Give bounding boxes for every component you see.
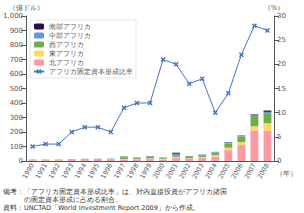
svg-text:800: 800 — [10, 41, 23, 49]
svg-text:600: 600 — [10, 70, 23, 78]
svg-text:2001: 2001 — [164, 162, 179, 180]
svg-text:1992: 1992 — [47, 162, 62, 180]
svg-text:2008: 2008 — [256, 162, 271, 180]
svg-text:700: 700 — [10, 56, 23, 64]
svg-text:1995: 1995 — [86, 162, 101, 180]
svg-text:1,000: 1,000 — [3, 12, 23, 20]
svg-text:（%）: （%） — [264, 4, 285, 12]
svg-text:1997: 1997 — [112, 162, 127, 180]
svg-text:備考：「アフリカ固定資本形成比率」は、対内直接投資がアフリカ: 備考：「アフリカ固定資本形成比率」は、対内直接投資がアフリカ諸国 — [3, 188, 227, 196]
svg-text:1999: 1999 — [138, 162, 153, 180]
svg-text:資料：UNCTAD「World Investment Rep: 資料：UNCTAD「World Investment Report 2009」か… — [3, 204, 200, 212]
svg-text:2003: 2003 — [190, 162, 205, 180]
svg-text:1991: 1991 — [34, 162, 49, 180]
svg-text:25: 25 — [277, 36, 286, 44]
svg-text:中部アフリカ: 中部アフリカ — [49, 32, 91, 40]
svg-text:2004: 2004 — [204, 162, 219, 180]
svg-text:2002: 2002 — [177, 162, 192, 180]
svg-text:30: 30 — [277, 12, 286, 20]
svg-text:200: 200 — [10, 128, 23, 136]
svg-text:南部アフリカ: 南部アフリカ — [49, 23, 91, 31]
svg-text:0: 0 — [19, 157, 23, 165]
svg-text:北アフリカ: 北アフリカ — [49, 59, 84, 67]
svg-text:の固定資本形成に占める割合。: の固定資本形成に占める割合。 — [3, 196, 122, 204]
svg-text:20: 20 — [277, 60, 286, 68]
svg-text:1994: 1994 — [73, 162, 88, 180]
svg-text:2005: 2005 — [217, 162, 232, 180]
svg-text:2006: 2006 — [230, 162, 245, 180]
svg-text:900: 900 — [10, 27, 23, 35]
svg-text:5: 5 — [277, 133, 281, 141]
svg-text:（億ドル）: （億ドル） — [9, 4, 44, 12]
svg-text:400: 400 — [10, 99, 23, 107]
svg-text:西アフリカ: 西アフリカ — [49, 41, 84, 49]
svg-text:1993: 1993 — [60, 162, 75, 180]
svg-text:15: 15 — [277, 85, 286, 93]
svg-text:1990: 1990 — [21, 162, 36, 180]
svg-text:2000: 2000 — [151, 162, 166, 180]
svg-text:東アフリカ: 東アフリカ — [49, 50, 84, 58]
svg-text:300: 300 — [10, 114, 23, 122]
svg-text:10: 10 — [277, 109, 286, 117]
svg-text:（年）: （年） — [276, 170, 297, 178]
svg-text:アフリカ固定資本形成比率: アフリカ固定資本形成比率 — [49, 68, 133, 76]
svg-text:0: 0 — [277, 157, 281, 165]
svg-text:1996: 1996 — [99, 162, 114, 180]
svg-text:500: 500 — [10, 85, 23, 93]
svg-text:2007: 2007 — [243, 162, 258, 180]
svg-text:1998: 1998 — [125, 162, 140, 180]
svg-text:100: 100 — [10, 143, 23, 151]
